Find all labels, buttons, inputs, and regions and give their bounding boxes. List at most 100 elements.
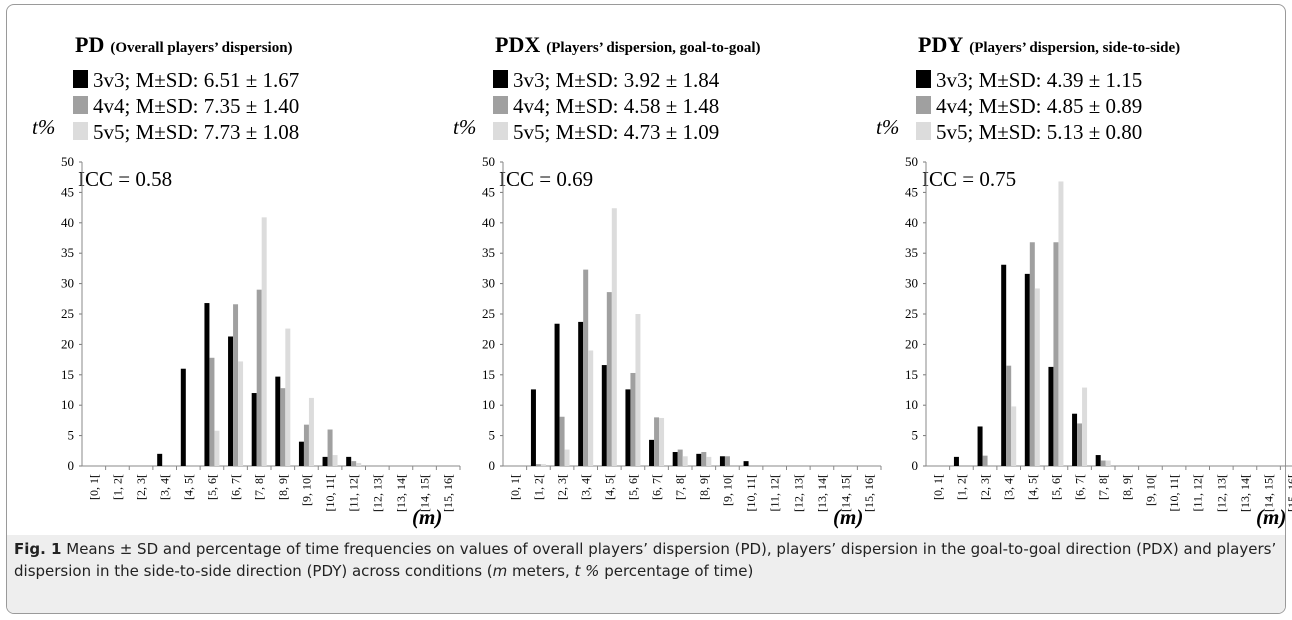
bar-3v3 [578, 321, 584, 466]
x-tick-label: [14, 15[ [839, 474, 853, 512]
bar-3v3 [275, 376, 281, 466]
x-axis-label: (m) [1256, 505, 1286, 529]
legend-label: 4v4; M±SD: 4.85 ± 0.89 [936, 94, 1142, 118]
bar-3v3 [298, 441, 304, 466]
bar-5v5 [1011, 406, 1017, 466]
bar-5v5 [588, 350, 594, 466]
chart-title-main: PDY [918, 32, 963, 57]
x-tick-label: [10, 11[ [744, 474, 758, 512]
chart-title: PDY (Players’ dispersion, side-to-side) [918, 32, 1180, 57]
bar-3v3 [1024, 273, 1030, 466]
x-axis-label: (m) [833, 505, 863, 529]
bar-3v3 [672, 452, 678, 466]
x-tick-label: [6, 7[ [650, 474, 664, 500]
bar-3v3 [251, 393, 257, 466]
icc-annotation: ICC = 0.75 [922, 167, 1016, 191]
x-tick-label: [11, 12[ [347, 474, 361, 512]
x-tick-label: [10, 11[ [1167, 474, 1181, 512]
bar-3v3 [1001, 264, 1007, 466]
y-tick-label: 20 [482, 336, 495, 351]
y-tick-label: 15 [905, 367, 918, 382]
bar-4v4 [535, 464, 541, 466]
x-tick-label: [6, 7[ [1073, 474, 1087, 500]
x-tick-label: [5, 6[ [626, 474, 640, 500]
chart-title: PD (Overall players’ dispersion) [75, 32, 293, 57]
bar-5v5 [1082, 387, 1088, 466]
bar-4v4 [1053, 242, 1059, 466]
y-tick-label: 45 [905, 184, 918, 199]
bar-5v5 [564, 449, 570, 466]
x-tick-label: [10, 11[ [323, 474, 337, 512]
legend-swatch [916, 70, 931, 88]
legend-label: 4v4; M±SD: 4.58 ± 1.48 [513, 94, 719, 118]
y-tick-label: 0 [489, 458, 496, 473]
caption-background [7, 535, 1285, 613]
y-tick-label: 15 [61, 367, 74, 382]
y-tick-label: 20 [905, 336, 918, 351]
bar-4v4 [327, 429, 333, 466]
caption-segment: t % [574, 562, 600, 580]
legend-swatch [916, 122, 931, 140]
chart-title-main: PDX [495, 32, 540, 57]
bar-3v3 [204, 303, 210, 466]
bar-3v3 [696, 453, 702, 466]
x-tick-label: [12, 13[ [370, 474, 384, 512]
bar-3v3 [322, 456, 328, 466]
bar-3v3 [530, 389, 536, 466]
bar-3v3 [180, 368, 186, 466]
bar-3v3 [601, 365, 607, 466]
bar-5v5 [682, 456, 688, 466]
legend-label: 5v5; M±SD: 7.73 ± 1.08 [93, 120, 299, 144]
chart-subtitle: (Overall players’ dispersion) [110, 40, 292, 56]
x-tick-label: [1, 2[ [531, 474, 545, 500]
x-tick-label: [1, 2[ [954, 474, 968, 500]
y-tick-label: 30 [61, 276, 74, 291]
y-tick-label: 5 [912, 428, 919, 443]
bar-4v4 [1006, 365, 1012, 466]
bar-4v4 [209, 357, 215, 466]
bar-3v3 [743, 461, 749, 466]
y-tick-label: 25 [61, 306, 74, 321]
x-tick-label: [1, 2[ [110, 474, 124, 500]
y-tick-label: 45 [482, 184, 495, 199]
legend-swatch [493, 70, 508, 88]
y-tick-label: 0 [68, 458, 75, 473]
x-tick-label: [11, 12[ [1191, 474, 1205, 512]
y-tick-label: 40 [905, 215, 918, 230]
bar-5v5 [308, 397, 314, 466]
chart-pdx: PDX (Players’ dispersion, goal-to-goal) 3v… [453, 32, 882, 529]
legend-swatch [73, 96, 88, 114]
x-tick-label: [13, 14[ [394, 474, 408, 512]
bar-3v3 [1095, 455, 1101, 466]
x-tick-label: [3, 4[ [158, 474, 172, 500]
bar-3v3 [977, 426, 983, 466]
y-axis-label: t% [32, 115, 55, 139]
y-tick-label: 50 [61, 154, 74, 169]
legend-label: 3v3; M±SD: 3.92 ± 1.84 [513, 68, 720, 92]
x-tick-label: [4, 5[ [1025, 474, 1039, 500]
bar-3v3 [157, 453, 163, 466]
y-tick-label: 35 [61, 245, 74, 260]
x-tick-label: [0, 1[ [87, 474, 101, 500]
x-tick-label: [12, 13[ [791, 474, 805, 512]
x-tick-label: [3, 4[ [1002, 474, 1016, 500]
legend-swatch [916, 96, 931, 114]
y-axis-label: t% [453, 115, 476, 139]
x-tick-label: [13, 14[ [815, 474, 829, 512]
y-tick-label: 25 [482, 306, 495, 321]
chart-pdy: PDY (Players’ dispersion, side-to-side) 3v… [876, 32, 1292, 529]
bar-4v4 [982, 455, 988, 466]
bar-3v3 [1072, 413, 1078, 466]
bar-5v5 [261, 217, 267, 466]
legend-swatch [493, 96, 508, 114]
bar-4v4 [724, 456, 730, 466]
bar-3v3 [625, 389, 631, 466]
x-tick-label: [14, 15[ [1262, 474, 1276, 512]
x-tick-label: [5, 6[ [205, 474, 219, 500]
y-tick-label: 10 [61, 397, 74, 412]
bar-4v4 [256, 289, 262, 466]
y-axis-label: t% [876, 115, 899, 139]
bar-4v4 [1029, 242, 1035, 466]
bar-3v3 [953, 456, 959, 466]
y-tick-label: 30 [905, 276, 918, 291]
